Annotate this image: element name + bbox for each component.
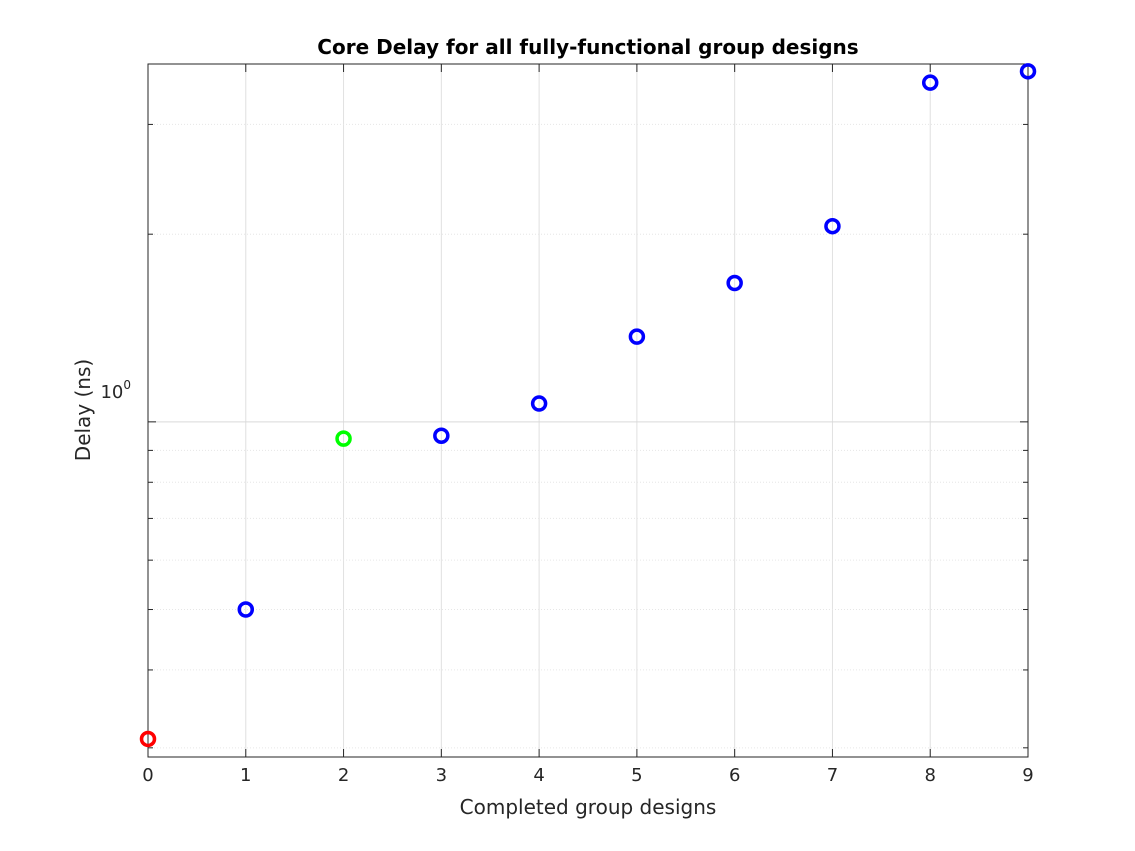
x-tick-label: 0	[142, 765, 153, 786]
x-tick-labels: 0 1 2 3 4 5 6 7 8 9	[142, 765, 1033, 786]
x-tick-label: 7	[827, 765, 838, 786]
x-tick-label: 4	[533, 765, 544, 786]
data-point	[530, 395, 548, 412]
x-tick-label: 9	[1022, 765, 1033, 786]
x-tick-label: 5	[631, 765, 642, 786]
data-point	[628, 328, 646, 345]
x-tick-label: 3	[436, 765, 447, 786]
x-tick-label: 2	[338, 765, 349, 786]
data-point	[237, 601, 255, 618]
data-point	[726, 274, 743, 292]
data-point	[139, 730, 157, 748]
x-tick-label: 8	[924, 765, 935, 786]
data-point	[1019, 63, 1037, 80]
chart-title: Core Delay for all fully-functional grou…	[317, 35, 858, 59]
grid	[148, 64, 1028, 757]
plot-background	[148, 64, 1028, 757]
axis-ticks	[147, 64, 1029, 757]
data-point	[433, 427, 450, 444]
data-point	[921, 74, 939, 91]
data-point	[824, 217, 841, 235]
y-tick-label: 100	[100, 378, 131, 403]
plot-frame	[147, 63, 1029, 758]
data-points	[139, 63, 1037, 748]
x-tick-label: 1	[240, 765, 251, 786]
x-tick-label: 6	[729, 765, 740, 786]
data-point	[335, 430, 352, 447]
y-axis-label: Delay (ns)	[71, 359, 95, 461]
x-axis-label: Completed group designs	[460, 795, 717, 819]
